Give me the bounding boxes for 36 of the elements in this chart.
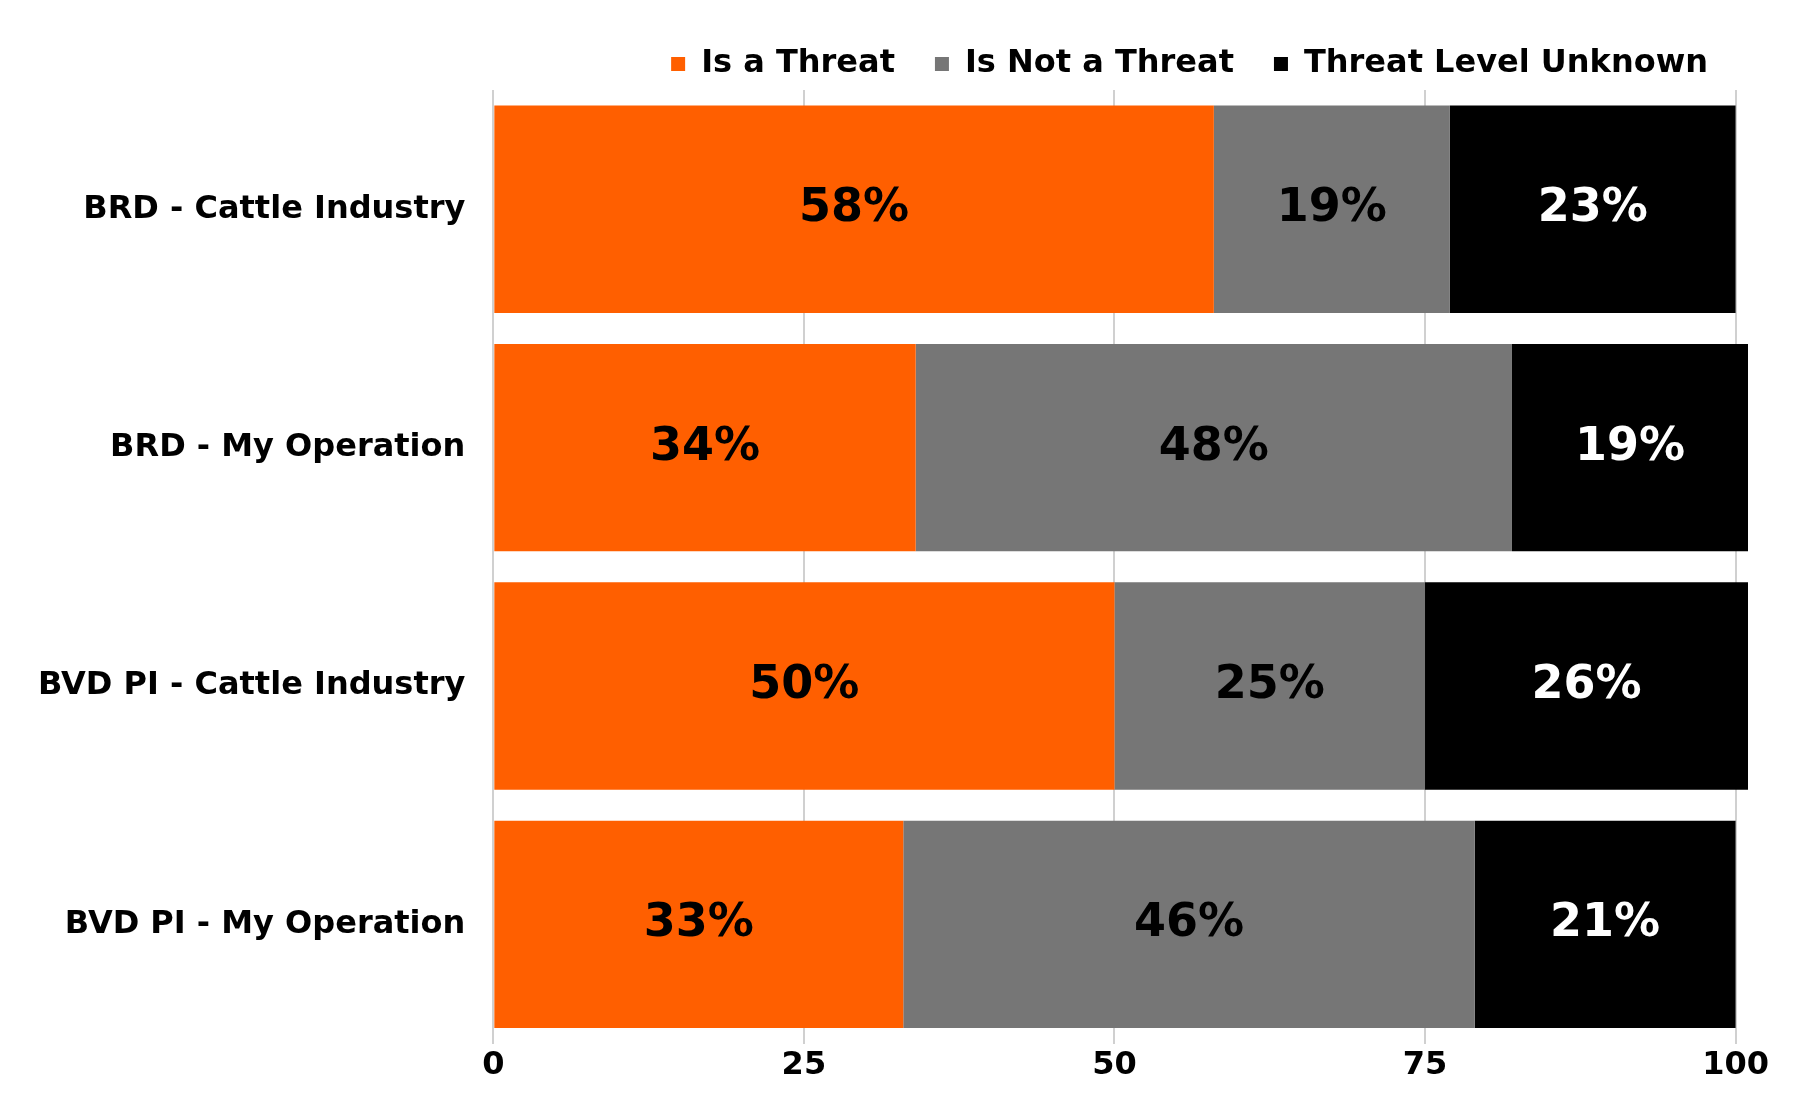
legend-label: Is a Threat (701, 42, 895, 81)
bar (494, 343, 916, 552)
bar (1114, 582, 1426, 790)
bar (1449, 105, 1736, 313)
bar (915, 343, 1512, 552)
data-label: 25% (1214, 654, 1325, 709)
y-tick-label: BRD - My Operation (110, 425, 466, 464)
bar (903, 820, 1475, 1029)
legend-label: Threat Level Unknown (1303, 42, 1708, 81)
data-label: 26% (1531, 654, 1642, 709)
bar (494, 820, 904, 1029)
bar (1213, 105, 1450, 313)
data-label: 34% (649, 416, 761, 471)
data-label: 21% (1550, 893, 1661, 948)
legend-label: Is Not a Threat (964, 42, 1234, 81)
x-tick-label: 25 (781, 1044, 827, 1083)
data-label: 23% (1537, 178, 1648, 233)
x-tick-label: 75 (1402, 1044, 1448, 1083)
bar (494, 105, 1214, 313)
data-label: 46% (1133, 893, 1245, 948)
data-label: 50% (749, 654, 860, 709)
x-tick-label: 0 (482, 1044, 505, 1083)
x-tick-label: 50 (1092, 1044, 1137, 1083)
data-label: 48% (1158, 416, 1269, 471)
x-tick-label: 100 (1702, 1044, 1769, 1083)
data-label: 19% (1574, 416, 1686, 471)
bar (494, 582, 1115, 790)
y-tick-label: BVD PI - My Operation (64, 902, 466, 941)
y-tick-label: BVD PI - Cattle Industry (38, 664, 466, 703)
y-tick-label: BRD - Cattle Industry (83, 187, 466, 226)
data-label: 58% (799, 178, 910, 233)
bar (1511, 343, 1748, 552)
bar (1474, 820, 1736, 1029)
data-label: 19% (1276, 178, 1387, 233)
bar (1425, 582, 1748, 790)
data-label: 33% (643, 893, 754, 948)
